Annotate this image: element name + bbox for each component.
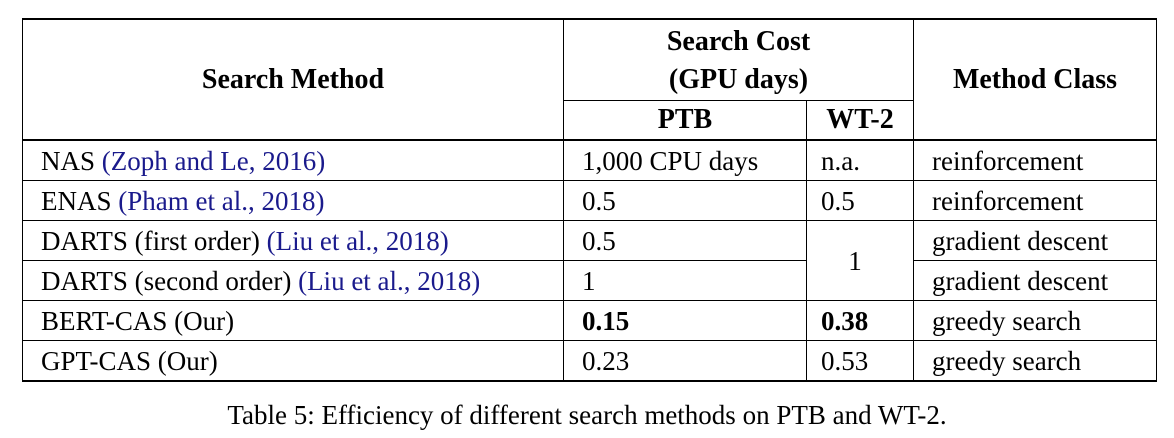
header-search-method: Search Method — [22, 18, 564, 141]
table-row: ENAS (Pham et al., 2018) 0.5 0.5 reinfor… — [22, 180, 1157, 221]
table-row: NAS (Zoph and Le, 2016) 1,000 CPU days n… — [22, 139, 1157, 181]
method-name: DARTS (first order) — [41, 225, 267, 256]
citation-link[interactable]: (Pham et al., 2018) — [118, 185, 325, 216]
method-cell: DARTS (first order) (Liu et al., 2018) — [22, 220, 564, 261]
ptb-cost-cell: 0.5 — [563, 220, 807, 261]
method-class-cell: reinforcement — [913, 180, 1157, 221]
header-method-class: Method Class — [913, 18, 1157, 141]
method-cell: BERT-CAS (Our) — [22, 300, 564, 341]
efficiency-table: Search Method Search Cost (GPU days) Met… — [22, 18, 1157, 382]
header-search-cost-line2: (GPU days) — [668, 64, 809, 95]
method-class-cell: reinforcement — [913, 139, 1157, 181]
table-row: DARTS (second order) (Liu et al., 2018) … — [22, 260, 1157, 301]
results-table-container: Search Method Search Cost (GPU days) Met… — [22, 18, 1157, 382]
wt2-cost-cell-best: 0.38 — [806, 300, 914, 341]
header-row-top: Search Method Search Cost (GPU days) Met… — [22, 18, 1157, 141]
header-wt2: WT-2 — [806, 100, 914, 141]
table-row: GPT-CAS (Our) 0.23 0.53 greedy search — [22, 340, 1157, 382]
table-row: BERT-CAS (Our) 0.15 0.38 greedy search — [22, 300, 1157, 341]
wt2-cost-cell: 0.5 — [806, 180, 914, 221]
citation-link[interactable]: (Liu et al., 2018) — [266, 225, 449, 256]
table-caption: Table 5: Efficiency of different search … — [227, 400, 947, 430]
method-name: BERT-CAS (Our) — [41, 305, 235, 336]
method-cell: GPT-CAS (Our) — [22, 340, 564, 382]
method-name: NAS — [41, 145, 102, 176]
header-search-cost-line1: Search Cost — [666, 26, 811, 57]
method-cell: DARTS (second order) (Liu et al., 2018) — [22, 260, 564, 301]
method-class-cell: greedy search — [913, 340, 1157, 382]
ptb-cost-cell: 1 — [563, 260, 807, 301]
method-name: ENAS — [41, 185, 119, 216]
citation-link[interactable]: (Zoph and Le, 2016) — [101, 145, 326, 176]
ptb-cost-cell: 1,000 CPU days — [563, 139, 807, 181]
ptb-cost-cell-best: 0.15 — [563, 300, 807, 341]
header-row-sub: PTB WT-2 — [23, 100, 1157, 141]
method-class-cell: greedy search — [913, 300, 1157, 341]
method-name: GPT-CAS (Our) — [41, 345, 218, 376]
method-class-cell: gradient descent — [913, 260, 1157, 301]
header-search-cost: Search Cost (GPU days) — [563, 18, 914, 101]
method-cell: ENAS (Pham et al., 2018) — [22, 180, 564, 221]
wt2-cost-cell-merged: 1 — [806, 220, 914, 301]
wt2-cost-cell: n.a. — [806, 139, 914, 181]
method-class-cell: gradient descent — [913, 220, 1157, 261]
ptb-cost-cell: 0.5 — [563, 180, 807, 221]
table-row: DARTS (first order) (Liu et al., 2018) 0… — [22, 220, 1157, 301]
citation-link[interactable]: (Liu et al., 2018) — [298, 265, 481, 296]
header-ptb: PTB — [563, 100, 807, 141]
ptb-cost-cell: 0.23 — [563, 340, 807, 382]
method-name: DARTS (second order) — [41, 265, 299, 296]
method-cell: NAS (Zoph and Le, 2016) — [22, 139, 564, 181]
wt2-cost-cell: 0.53 — [806, 340, 914, 382]
